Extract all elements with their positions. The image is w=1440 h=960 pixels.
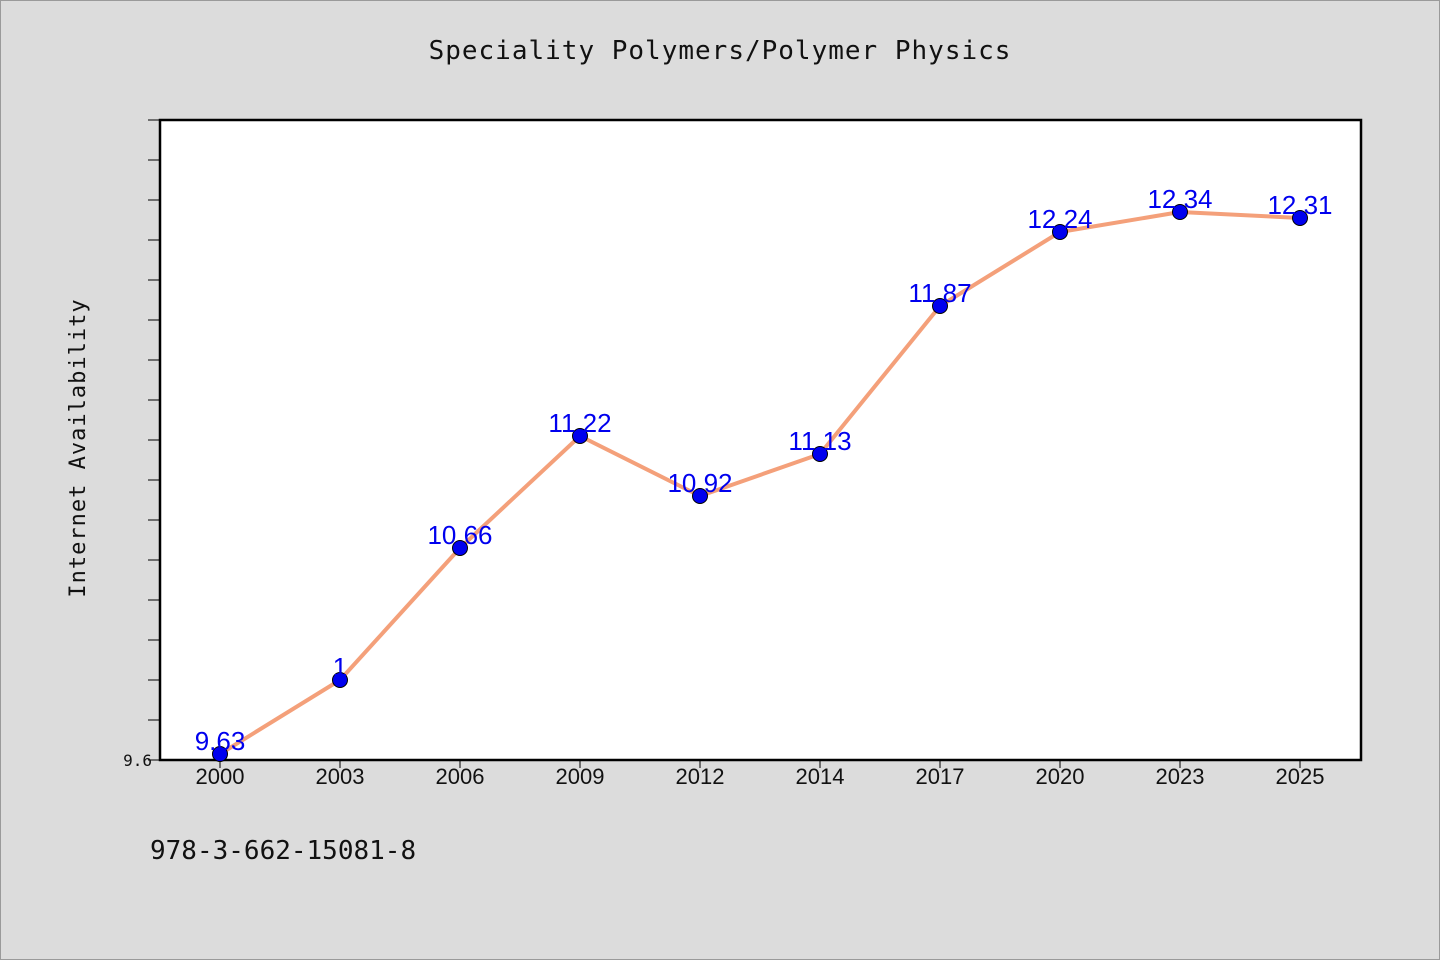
data-label: 11.13: [788, 426, 851, 456]
data-point: [812, 446, 828, 462]
x-tick-label: 2023: [1156, 764, 1205, 789]
data-point: [932, 298, 948, 314]
data-point: [1052, 224, 1068, 240]
data-label: 12.31: [1267, 190, 1332, 220]
chart-title: Speciality Polymers/Polymer Physics: [428, 36, 1012, 66]
data-label: 11.87: [908, 278, 971, 308]
data-label: 11.22: [548, 408, 611, 438]
isbn-text: 978-3-662-15081-8: [150, 836, 417, 866]
data-point: [452, 540, 468, 556]
x-tick-label: 2006: [436, 764, 485, 789]
plot-area: [158, 118, 1363, 762]
x-tick-label: 2012: [676, 764, 725, 789]
data-label: 12.24: [1027, 204, 1092, 234]
data-point: [212, 746, 228, 762]
x-tick-label: 2020: [1036, 764, 1085, 789]
x-tick-label: 2003: [316, 764, 365, 789]
y-axis-ticks: 9.6: [123, 119, 160, 770]
x-tick-label: 2009: [556, 764, 605, 789]
data-labels: 9.63 1 10.66 11.22 10.92 11.13 11.87 12.24 12.34…: [195, 184, 1333, 756]
data-point: [1172, 204, 1188, 220]
x-tick-label: 2014: [796, 764, 845, 789]
x-tick-label: 2025: [1276, 764, 1325, 789]
x-axis-ticks: 2000 2003 2006 2009 2012 2014 2017 2020 2023 2025: [196, 760, 1325, 789]
data-point: [692, 488, 708, 504]
data-point: [572, 428, 588, 444]
series-line: [218, 210, 1302, 756]
data-label: 10.92: [667, 468, 732, 498]
data-point: [1292, 210, 1308, 226]
data-label: 9.63: [195, 726, 246, 756]
y-axis-label: Internet Availability: [66, 298, 91, 597]
data-label: 1: [333, 652, 347, 682]
x-tick-label: 2000: [196, 764, 245, 789]
y-tick-label: 9.6: [123, 751, 152, 770]
data-label: 12.34: [1147, 184, 1212, 214]
series: [212, 204, 1308, 762]
data-point: [332, 672, 348, 688]
x-tick-label: 2017: [916, 764, 965, 789]
data-label: 10.66: [427, 520, 492, 550]
